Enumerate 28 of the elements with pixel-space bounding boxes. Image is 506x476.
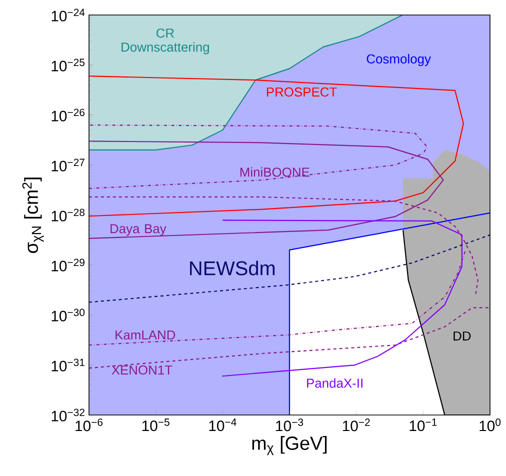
- x-tick-label: 10$^{−5}$: [142, 418, 170, 432]
- series-label: PandaX-II: [307, 378, 362, 388]
- text: Cosmology: [366, 54, 431, 66]
- y-tick-label: 10$^{−31}$: [52, 358, 84, 372]
- y-tick-label: 10$^{−28}$: [52, 208, 85, 222]
- series-label: PROSPECT: [266, 87, 337, 97]
- x-tick-label: 10$^{−3}$: [276, 418, 304, 432]
- y-axis-title: σ$_{χN}$ [cm$^{2}$]: [22, 178, 44, 254]
- series-label: XENON1T: [112, 365, 172, 375]
- y-tick-label: 10$^{−25}$: [52, 58, 85, 72]
- x-tick-label: 10$^{−4}$: [209, 418, 236, 432]
- text: CR Downscattering: [122, 28, 209, 54]
- y-tick-label: 10$^{−30}$: [52, 308, 85, 322]
- x-tick-label: 10$^{0}$: [480, 418, 501, 432]
- x-tick-label: 10$^{−1}$: [410, 418, 437, 432]
- y-tick-label: 10$^{−26}$: [52, 108, 85, 122]
- series-label: MiniBOONE: [240, 167, 310, 177]
- text: DD: [454, 332, 471, 340]
- x-axis-title: m$_{χ}$ [GeV]: [252, 436, 327, 456]
- x-tick-label: 10$^{−2}$: [342, 418, 370, 432]
- series-label: KamLAND: [116, 330, 176, 340]
- y-tick-label: 10$^{−27}$: [52, 158, 84, 172]
- y-tick-label: 10$^{−24}$: [52, 8, 85, 22]
- series-label: NEWSdm: [190, 260, 275, 276]
- series-label: Daya Bay: [110, 224, 166, 236]
- y-tick-label: 10$^{−32}$: [52, 408, 84, 422]
- x-tick-label: 10$^{−6}$: [76, 418, 103, 432]
- y-tick-label: 10$^{−29}$: [52, 258, 84, 272]
